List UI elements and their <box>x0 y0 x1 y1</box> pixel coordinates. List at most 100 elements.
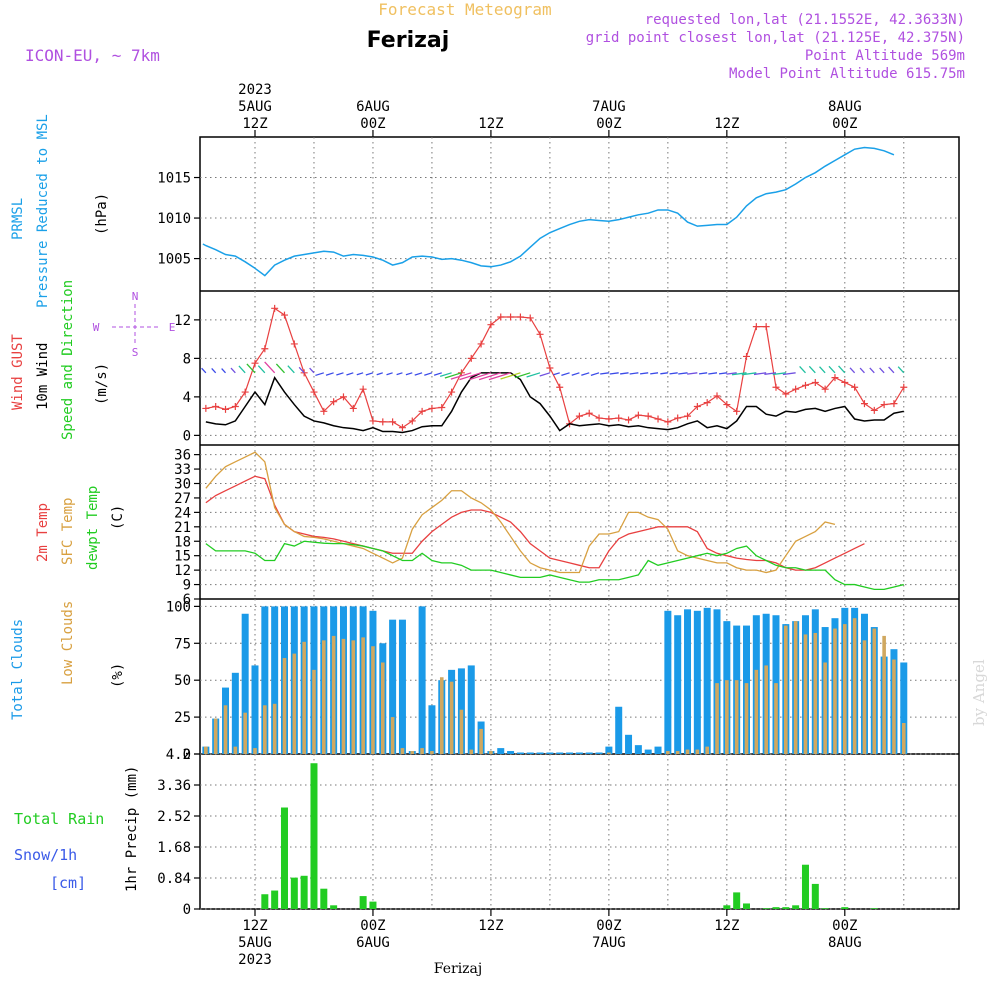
total-cloud-bar <box>241 613 249 754</box>
low-clouds-title: Low Clouds <box>60 601 76 685</box>
wind-gust-point <box>684 412 692 420</box>
wind-direction-arrow <box>849 367 856 374</box>
top-time-label: 7AUG <box>592 99 626 115</box>
rain-bar <box>870 908 878 909</box>
wind-gust-point <box>526 314 534 322</box>
wind-direction-arrow <box>782 372 796 376</box>
total-cloud-bar <box>556 752 564 754</box>
wind-direction-arrow <box>539 372 551 377</box>
wind-direction-arrow <box>753 372 767 376</box>
wind-gust-point <box>801 381 809 389</box>
snow-title: Snow/1h <box>14 846 77 864</box>
wind-direction-arrow <box>600 372 609 375</box>
low-cloud-bar <box>223 705 228 754</box>
total-cloud-bar <box>389 619 397 754</box>
rain-bar <box>733 892 741 909</box>
total-cloud-bar <box>674 615 682 754</box>
wind-gust-point <box>880 401 888 409</box>
wind-gust-point <box>320 407 328 415</box>
rain-bar <box>743 903 750 909</box>
low-cloud-bar <box>793 621 798 754</box>
wind-direction-arrow <box>869 367 875 374</box>
wind-direction-arrow <box>257 365 266 374</box>
y-tick-label: 9 <box>183 578 191 594</box>
total-cloud-bar <box>271 606 279 754</box>
top-time-label: 8AUG <box>828 99 862 115</box>
wind-10m-title: 10m Wind <box>35 343 51 410</box>
wind-direction-arrow <box>246 363 256 374</box>
rain-bar <box>330 905 338 909</box>
wind-gust-point <box>389 418 397 426</box>
total-cloud-bar <box>615 706 623 754</box>
y-tick-label: 15 <box>174 549 191 565</box>
rain-bar <box>782 907 790 909</box>
wind-gust-title: Wind GUST <box>10 334 26 410</box>
pressure-title-line2: Pressure Reduced to MSL <box>35 114 51 308</box>
y-tick-label: 24 <box>174 505 191 521</box>
wind-gust-point <box>359 385 367 393</box>
y-tick-label: 50 <box>174 673 191 689</box>
wind-direction-arrow <box>828 365 836 374</box>
low-cloud-bar <box>263 705 267 754</box>
total-cloud-bar <box>693 610 701 754</box>
compass-rose: N S W E <box>93 290 176 359</box>
wind-gust-point <box>261 345 269 353</box>
wind-gust-point <box>467 354 475 362</box>
low-cloud-bar <box>892 659 896 754</box>
low-cloud-bar <box>410 751 415 754</box>
wind-direction-arrow <box>897 366 905 374</box>
wind-gust-point <box>222 405 230 413</box>
y-tick-label: 30 <box>174 477 191 493</box>
compass-e: E <box>169 321 176 334</box>
top-time-label: 00Z <box>832 116 857 132</box>
model-label: ICON-EU, ~ 7km <box>25 46 160 65</box>
wind-direction-arrow <box>609 372 619 375</box>
low-cloud-bar <box>449 681 454 754</box>
wind-direction-arrow <box>678 372 688 375</box>
top-time-label: 00Z <box>360 116 385 132</box>
total-cloud-bar <box>585 752 593 754</box>
bottom-time-label: 00Z <box>596 918 621 934</box>
wind-direction-arrow <box>287 365 295 374</box>
wind-gust-point <box>664 418 672 426</box>
wind-gust-point <box>851 383 859 391</box>
wind-gust-point <box>546 364 554 372</box>
wind-gust-point <box>860 400 868 408</box>
wind-gust-point <box>595 414 603 422</box>
total-rain-title: Total Rain <box>14 810 104 828</box>
wind-direction-arrow <box>221 368 226 374</box>
wind-gust-point <box>634 411 642 419</box>
y-tick-label: 6 <box>183 592 191 608</box>
wind-gust-point <box>821 385 829 393</box>
bottom-time-label: 00Z <box>832 918 857 934</box>
wind-direction-arrow <box>478 372 501 381</box>
grid-point-coords: grid point closest lon,lat (21.125E, 42.… <box>586 30 965 46</box>
wind-gust-point <box>349 404 357 412</box>
low-cloud-bar <box>390 717 395 754</box>
y-tick-label: 12 <box>174 563 191 579</box>
wind-direction-arrow <box>553 372 560 376</box>
wind-gust-point <box>241 388 249 396</box>
wind-gust-point <box>556 383 564 391</box>
wind-direction-arrow <box>386 372 393 376</box>
low-cloud-bar <box>725 680 729 754</box>
low-cloud-bar <box>715 683 719 754</box>
wind-direction-arrow <box>230 367 236 374</box>
total-cloud-bar <box>428 705 436 754</box>
low-cloud-bar <box>784 625 788 754</box>
wind-direction-arrow <box>731 372 747 376</box>
total-cloud-bar <box>526 752 534 754</box>
low-cloud-bar <box>213 718 218 754</box>
rain-bar <box>821 908 829 909</box>
temp-units: (C) <box>110 505 126 530</box>
wind-gust-point <box>379 418 387 426</box>
wind-gust-point <box>330 398 338 406</box>
top-time-label: 00Z <box>596 116 621 132</box>
wind-direction-arrow <box>726 372 737 375</box>
rain-bar <box>792 905 800 909</box>
wind-direction-arrow <box>764 372 777 375</box>
wind-direction-arrow <box>211 368 217 374</box>
low-cloud-bar <box>243 712 247 754</box>
wind-direction-arrow <box>772 372 786 376</box>
y-tick-label: 75 <box>174 636 191 652</box>
